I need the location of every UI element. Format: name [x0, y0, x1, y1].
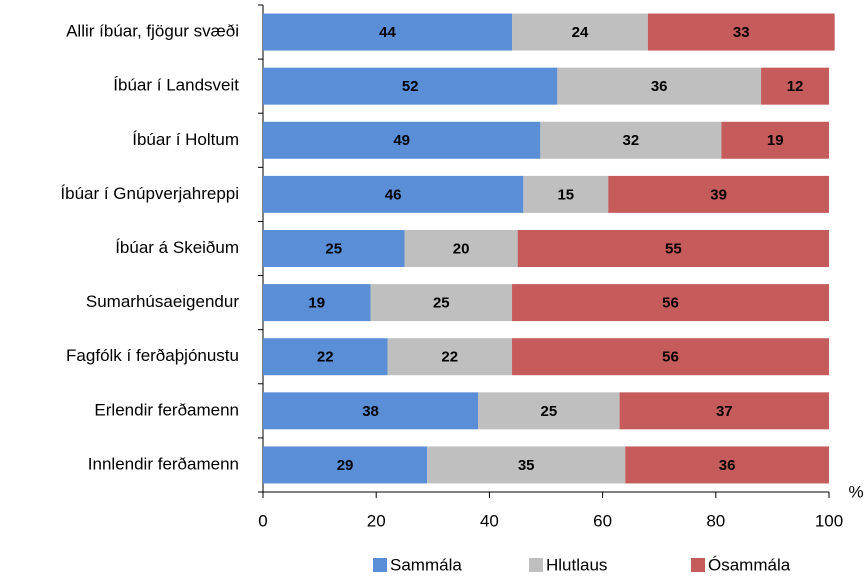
x-tick-label: 0	[258, 511, 267, 530]
value-label: 12	[787, 78, 804, 95]
value-label: 32	[623, 132, 640, 149]
bar-segment	[263, 284, 371, 322]
bar-segment	[263, 392, 479, 430]
x-tick-label: 60	[593, 511, 612, 530]
y-tick-label: Erlendir ferðamenn	[94, 400, 239, 419]
y-tick-label: Íbúar í Landsveit	[113, 76, 239, 95]
bar-segment	[647, 13, 835, 51]
bar-segment	[427, 446, 626, 484]
value-label: 20	[453, 240, 470, 257]
bar-segment	[540, 121, 722, 159]
bar-segment	[263, 338, 388, 376]
value-label: 37	[716, 403, 733, 420]
value-label: 25	[433, 295, 450, 312]
bar-segment	[721, 121, 829, 159]
legend-label: Sammála	[390, 555, 462, 574]
bar-segment	[263, 67, 558, 105]
value-label: 36	[651, 78, 668, 95]
bar-segment	[512, 13, 648, 51]
bar-segment	[478, 392, 620, 430]
y-tick-label: Sumarhúsaeigendur	[86, 292, 239, 311]
bar-segment	[512, 338, 829, 376]
bar-segment	[557, 67, 762, 105]
y-tick-label: Fagfólk í ferðaþjónustu	[66, 346, 239, 365]
bar-segment	[761, 67, 829, 105]
bar-segment	[387, 338, 513, 376]
value-label: 39	[710, 186, 727, 203]
value-label: 56	[662, 349, 679, 366]
value-label: 19	[767, 132, 784, 149]
legend-swatch	[529, 558, 543, 572]
legend-label: Ósammála	[708, 555, 791, 574]
y-tick-label: Íbúar á Skeiðum	[115, 238, 239, 257]
y-tick-label: Íbúar í Holtum	[132, 130, 239, 149]
legend-label: Hlutlaus	[546, 555, 607, 574]
bar-segment	[263, 230, 405, 267]
value-label: 44	[379, 24, 396, 41]
value-label: 56	[662, 295, 679, 312]
y-tick-label: Innlendir ferðamenn	[88, 454, 239, 473]
bar-segment	[263, 175, 524, 213]
value-label: 22	[317, 349, 334, 366]
value-label: 25	[325, 240, 342, 257]
value-label: 46	[385, 186, 402, 203]
x-tick-label: 100	[815, 511, 843, 530]
value-label: 22	[441, 349, 458, 366]
y-tick-label: Íbúar í Gnúpverjahreppi	[60, 184, 239, 203]
bar-segment	[404, 230, 518, 267]
bar-segment	[370, 284, 513, 322]
x-tick-label: 40	[480, 511, 499, 530]
y-tick-label: Allir íbúar, fjögur svæði	[66, 22, 239, 41]
bar-segment	[608, 175, 829, 213]
bar-segment	[619, 392, 829, 430]
bar-segment	[263, 13, 513, 51]
bar-segment	[263, 121, 541, 159]
value-label: 38	[362, 403, 379, 420]
value-label: 15	[557, 186, 574, 203]
value-label: 49	[393, 132, 410, 149]
value-label: 52	[402, 78, 419, 95]
bar-segment	[263, 446, 428, 484]
bar-segment	[523, 175, 609, 213]
value-label: 55	[665, 240, 682, 257]
value-label: 36	[719, 457, 736, 474]
x-tick-label: 80	[706, 511, 725, 530]
value-label: 33	[733, 24, 750, 41]
bar-segment	[625, 446, 829, 484]
value-label: 19	[308, 295, 325, 312]
value-label: 25	[540, 403, 557, 420]
legend-swatch	[373, 558, 387, 572]
value-label: 24	[572, 24, 589, 41]
x-axis-label: %	[848, 482, 863, 501]
value-label: 35	[518, 457, 535, 474]
bar-segment	[512, 284, 829, 322]
bar-segment	[517, 230, 829, 267]
x-tick-label: 20	[367, 511, 386, 530]
legend-swatch	[691, 558, 705, 572]
value-label: 29	[337, 457, 354, 474]
